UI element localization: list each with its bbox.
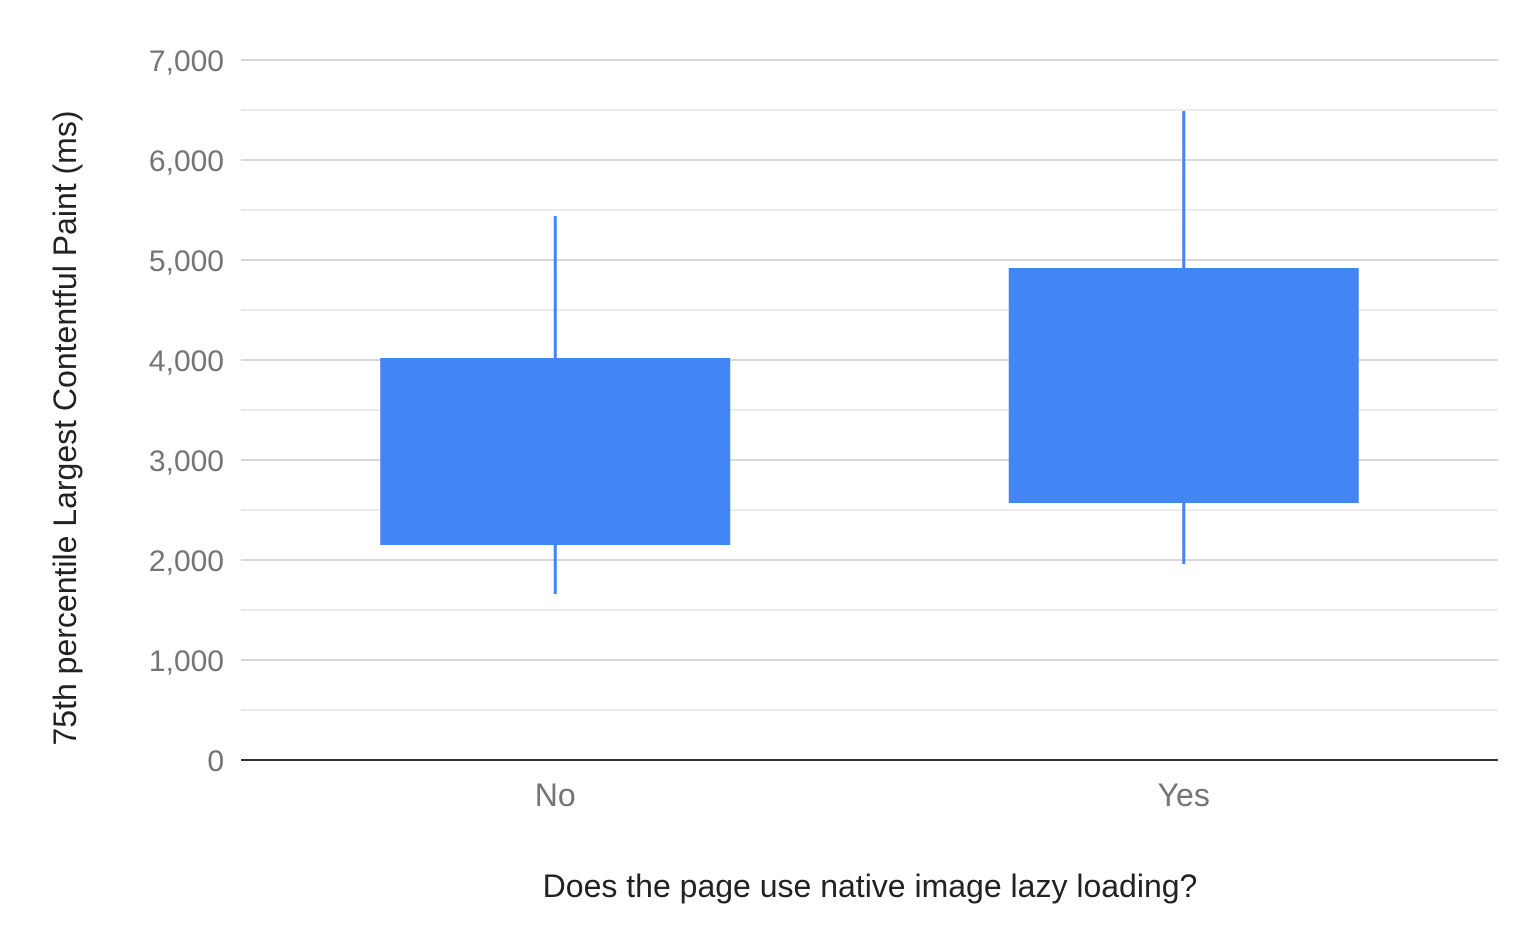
y-tick-label: 4,000 bbox=[149, 345, 224, 378]
candle-yes bbox=[1008, 111, 1359, 564]
candle-body bbox=[1008, 268, 1359, 503]
y-tick-label: 7,000 bbox=[149, 45, 224, 78]
candle-body bbox=[380, 358, 731, 545]
candle-no bbox=[380, 216, 731, 594]
candles bbox=[380, 111, 1359, 594]
y-tick-label: 3,000 bbox=[149, 445, 224, 478]
y-tick-label: 1,000 bbox=[149, 645, 224, 678]
x-tick-label: Yes bbox=[1158, 777, 1210, 813]
y-tick-label: 5,000 bbox=[149, 245, 224, 278]
y-tick-labels: 0 1,000 2,000 3,000 4,000 5,000 6,000 7,000 bbox=[149, 45, 224, 778]
y-tick-label: 6,000 bbox=[149, 145, 224, 178]
y-tick-label: 0 bbox=[207, 745, 224, 778]
y-tick-label: 2,000 bbox=[149, 545, 224, 578]
x-tick-labels: No Yes bbox=[535, 777, 1210, 813]
x-tick-label: No bbox=[535, 777, 576, 813]
y-axis-title: 75th percentile Largest Contentful Paint… bbox=[47, 111, 83, 746]
x-axis-title: Does the page use native image lazy load… bbox=[543, 868, 1198, 904]
